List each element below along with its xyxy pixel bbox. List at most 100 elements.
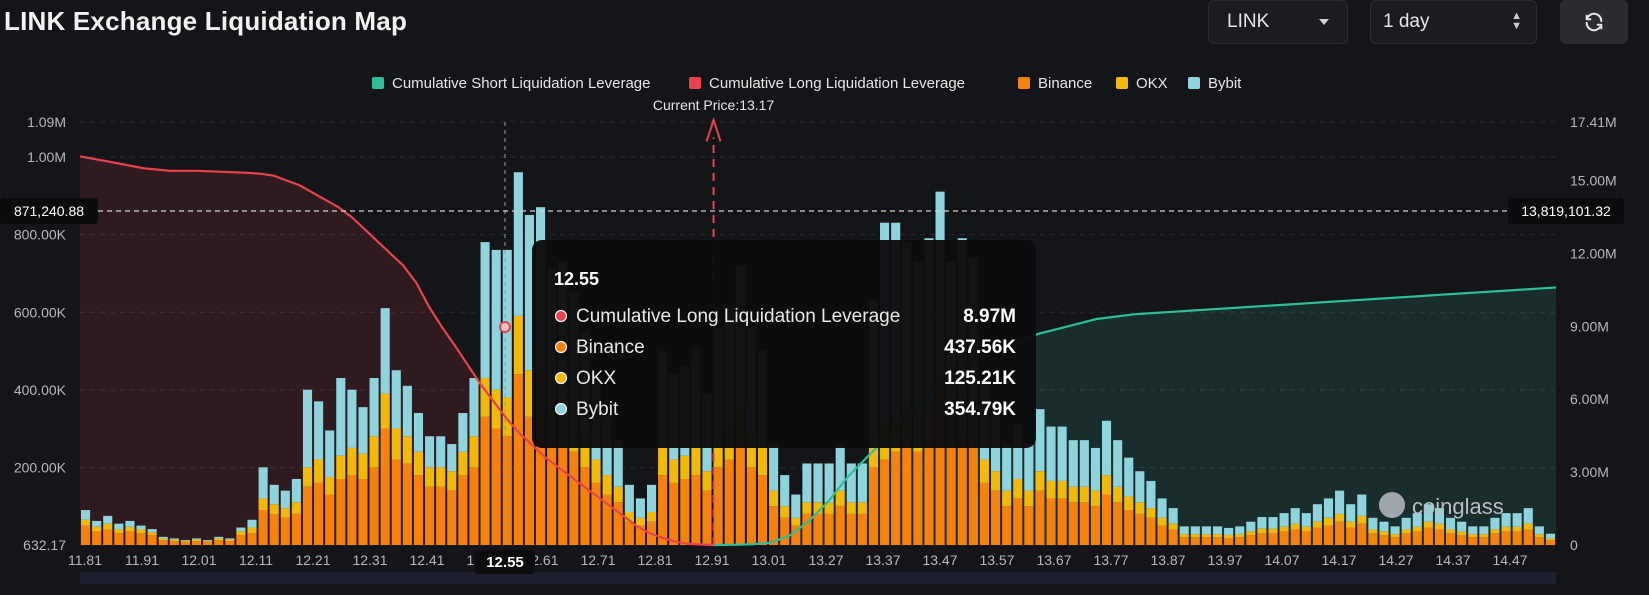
bar-okx: [92, 526, 102, 532]
bar-okx: [769, 490, 779, 507]
bar-okx: [1190, 534, 1200, 538]
bar-okx: [225, 539, 235, 542]
bar-binance: [1534, 537, 1544, 545]
bar-binance: [1323, 525, 1334, 545]
bar-okx: [1013, 478, 1023, 499]
bar-okx: [624, 511, 634, 522]
right-axis-tick: 6.00M: [1570, 391, 1609, 407]
bar-bybit: [1057, 426, 1067, 481]
liquidation-chart[interactable]: 632.17 200.00K 400.00K 600.00K 800.00K 1.00M 1…: [0, 60, 1649, 595]
bar-okx: [258, 498, 268, 511]
coin-select[interactable]: LINK: [1208, 0, 1348, 44]
bar-okx: [1079, 486, 1089, 503]
bar-bybit: [1412, 513, 1422, 527]
refresh-button[interactable]: [1560, 0, 1628, 44]
bar-binance: [713, 467, 723, 545]
bar-bybit: [1224, 527, 1234, 535]
bar-binance: [1079, 502, 1089, 545]
left-axis-tick: 600.00K: [14, 304, 67, 320]
bar-okx: [214, 538, 224, 541]
bar-binance: [1490, 533, 1500, 545]
bar-okx: [846, 502, 856, 514]
bar-okx: [480, 378, 490, 417]
bar-okx: [1390, 534, 1400, 538]
bar-binance: [269, 513, 279, 545]
bar-bybit: [458, 412, 468, 452]
bar-binance: [458, 475, 468, 545]
bar-binance: [991, 490, 1001, 545]
hover-point: [499, 321, 511, 334]
bar-okx: [1323, 517, 1334, 526]
crosshair-x-box: [475, 550, 535, 574]
bar-bybit: [81, 510, 91, 520]
bar-binance: [258, 510, 268, 545]
bar-binance: [635, 525, 645, 545]
bar-okx: [103, 523, 113, 530]
bar-bybit: [813, 463, 823, 503]
bar-binance: [813, 513, 823, 545]
legend-swatch: [1018, 77, 1030, 89]
bar-bybit: [1024, 444, 1034, 491]
bar-bybit: [391, 370, 401, 429]
bar-bybit: [1368, 517, 1378, 530]
bar-binance: [1412, 531, 1422, 545]
bar-okx: [358, 453, 368, 479]
bar-bybit: [802, 463, 812, 503]
bar-binance: [1545, 540, 1555, 545]
range-select[interactable]: 1 day ▲ ▼: [1370, 0, 1537, 44]
bar-bybit: [824, 463, 834, 503]
bar-okx: [1534, 534, 1544, 538]
legend-label: Binance: [1038, 75, 1092, 92]
bar-bybit: [1257, 517, 1267, 529]
bar-okx: [413, 451, 424, 476]
bar-binance: [1368, 533, 1378, 545]
bar-binance: [1035, 490, 1045, 545]
bar-binance: [1235, 537, 1245, 545]
bar-bybit: [1090, 447, 1100, 491]
x-axis-tick: 13.67: [1036, 552, 1071, 568]
bar-okx: [1101, 475, 1112, 495]
bar-binance: [1501, 531, 1511, 545]
bar-bybit: [1068, 440, 1078, 487]
bar-binance: [336, 478, 346, 545]
bar-bybit: [369, 378, 379, 437]
bar-binance: [769, 506, 779, 545]
left-axis-tick: 1.09M: [27, 114, 66, 130]
chevron-down-icon: [1319, 19, 1329, 25]
bar-okx: [1512, 526, 1522, 532]
bar-binance: [180, 541, 190, 545]
bar-binance: [380, 428, 390, 545]
bar-bybit: [1434, 508, 1445, 524]
bar-bybit: [158, 536, 168, 539]
bar-binance: [1135, 513, 1145, 545]
bar-binance: [1512, 531, 1522, 545]
bar-bybit: [1113, 440, 1123, 487]
bar-bybit: [1512, 513, 1522, 527]
bar-binance: [291, 513, 301, 545]
bar-binance: [935, 416, 945, 545]
bar-okx: [1057, 480, 1067, 499]
bar-bybit: [1534, 526, 1544, 535]
legend-swatch: [689, 77, 701, 89]
legend-label: Bybit: [1208, 75, 1242, 92]
x-axis-scrollbar: [80, 572, 1556, 584]
bar-okx: [524, 370, 535, 417]
legend-swatch: [372, 77, 384, 89]
bar-bybit: [1279, 513, 1289, 527]
current-price-arrow: [705, 116, 722, 142]
bar-binance: [491, 428, 501, 545]
bar-binance: [114, 533, 124, 545]
bar-binance: [1157, 525, 1167, 545]
bar-bybit: [225, 538, 235, 540]
bar-binance: [358, 478, 368, 545]
tooltip-dot: [554, 402, 568, 416]
bar-binance: [158, 540, 168, 545]
bar-binance: [569, 451, 579, 545]
bar-bybit: [1201, 526, 1211, 535]
bar-okx: [1235, 534, 1245, 538]
bar-bybit: [613, 440, 623, 487]
bar-bybit: [247, 519, 257, 528]
bar-binance: [513, 374, 523, 545]
long-cumulative-line: [79, 155, 714, 547]
bar-okx: [280, 508, 290, 518]
